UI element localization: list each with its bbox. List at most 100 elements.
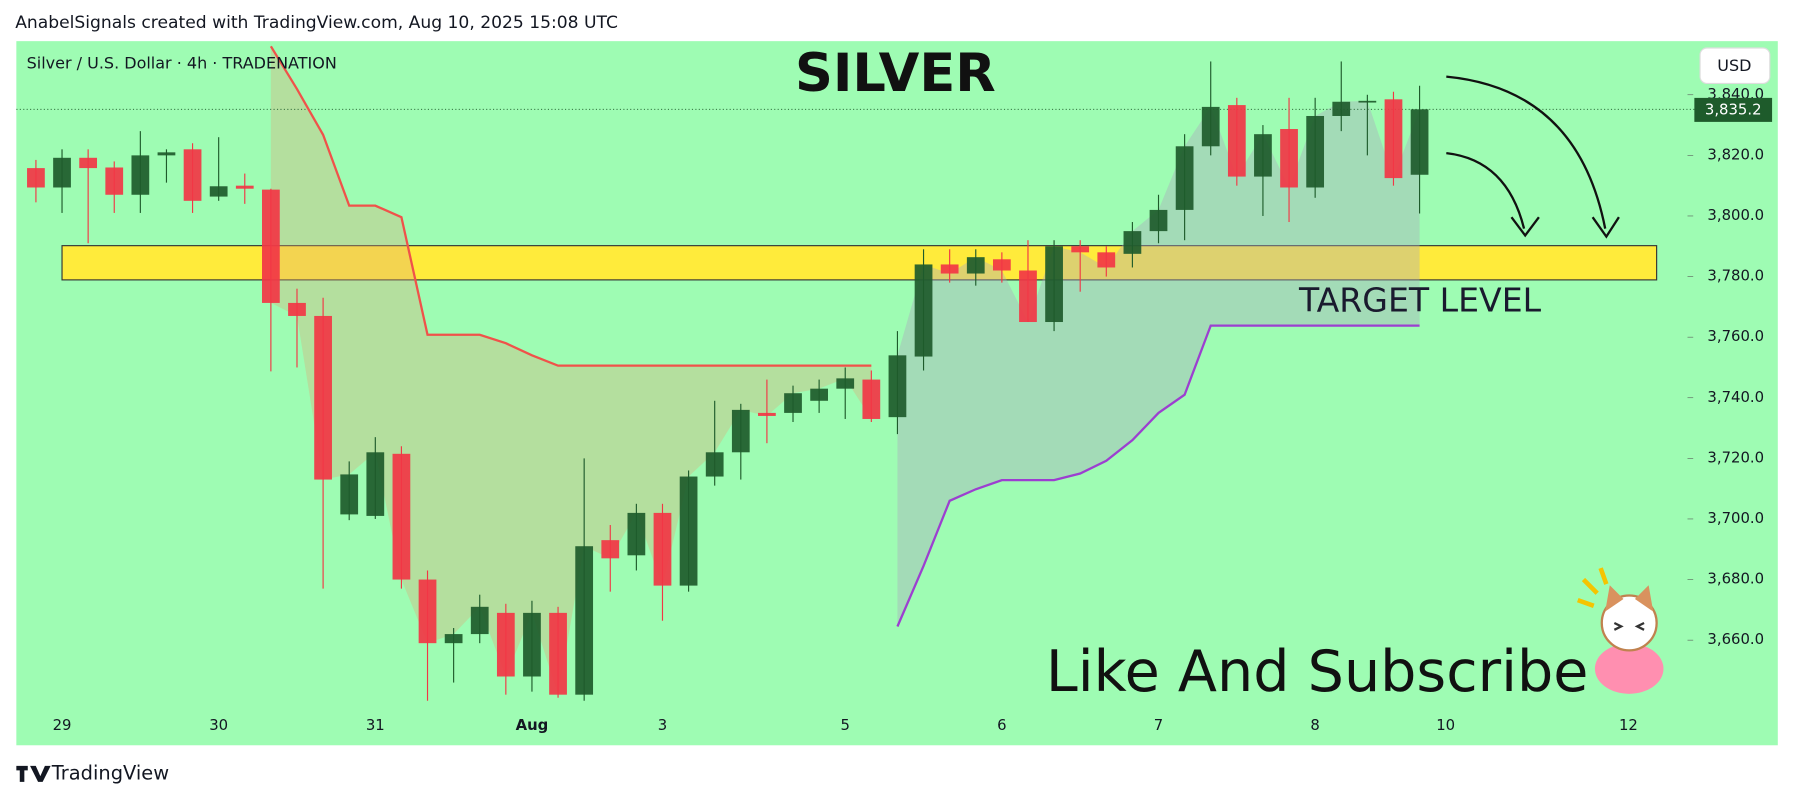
candle-body (53, 157, 71, 188)
candle-body (235, 185, 254, 189)
annotation: TARGET LEVEL (1298, 280, 1542, 319)
indicator-shade (897, 100, 1420, 627)
candle-body (470, 606, 489, 635)
y-tick-label: 3,740.0 (1707, 388, 1764, 406)
target-zone (61, 245, 1658, 281)
candle-body (940, 264, 959, 274)
candle-body (262, 189, 280, 303)
candle-body (1306, 115, 1325, 188)
candle-body (1280, 129, 1298, 188)
candle-body (836, 378, 855, 389)
candle-body (966, 257, 985, 274)
candle-body (366, 452, 385, 516)
back-layer (16, 46, 1695, 695)
x-tick-label: 29 (53, 716, 72, 734)
candle-body (340, 474, 359, 515)
candle-body (314, 315, 332, 480)
logo (16, 765, 51, 782)
candle-body (1175, 146, 1194, 210)
x-tick-label: 6 (997, 716, 1006, 734)
x-tick-label: 12 (1619, 716, 1638, 734)
candle-body (1123, 231, 1142, 254)
y-tick-label: 3,720.0 (1707, 448, 1764, 466)
x-tick-label: 3 (658, 716, 667, 734)
indicator-line (896, 324, 1420, 627)
candle-body (992, 259, 1011, 271)
indicator-line (269, 45, 872, 367)
candle-body (1358, 100, 1377, 103)
candle-body (810, 388, 828, 401)
x-tick-label: 7 (1154, 716, 1163, 734)
candle-body (1227, 105, 1246, 177)
cat-sticker (1576, 567, 1664, 694)
y-tick-label: 3,800.0 (1707, 206, 1764, 224)
candle-body (627, 512, 646, 556)
candle-body (1384, 99, 1403, 179)
candle-body (496, 612, 515, 677)
y-tick-label: 3,760.0 (1707, 327, 1764, 345)
candle-body (1254, 134, 1272, 177)
candle-body (1410, 109, 1429, 175)
currency-box[interactable] (1699, 47, 1771, 85)
candle-body (105, 167, 124, 195)
annotation: Like And Subscribe (1046, 639, 1589, 705)
x-tick-label: 8 (1310, 716, 1319, 734)
candle-body (1071, 246, 1090, 253)
arrow (1446, 152, 1526, 229)
y-tick-label: 3,700.0 (1707, 509, 1764, 527)
candle-body (705, 452, 724, 477)
x-tick-label: Aug (516, 716, 549, 734)
candle-body (1332, 101, 1351, 116)
candle-body (418, 579, 437, 644)
candle-body (27, 168, 45, 188)
candle-body (679, 476, 698, 586)
symbol: Silver / U.S. Dollar · 4h · TRADENATION (27, 54, 337, 73)
candle-body (888, 355, 907, 418)
candle-body (1019, 270, 1037, 323)
header: AnabelSignals created with TradingView.c… (15, 13, 618, 33)
arrow-head (1591, 216, 1620, 239)
candle-body (575, 546, 594, 695)
candle-body (288, 302, 306, 316)
footer: TradingView (51, 761, 169, 784)
candle-body (131, 155, 150, 195)
candle-body (601, 540, 620, 559)
x-tick-label: 31 (366, 716, 385, 734)
front-layer (269, 45, 1664, 694)
candle-body (183, 149, 202, 201)
x-tick-label: 10 (1436, 716, 1455, 734)
arrow (1446, 75, 1607, 229)
candle-body (1045, 246, 1063, 323)
y-tick-label: 3,660.0 (1707, 630, 1764, 648)
marks-layer (27, 61, 1429, 701)
candle-body (549, 612, 567, 695)
candle-body (1097, 252, 1116, 268)
arrow-head (1510, 216, 1540, 238)
candle-body (157, 152, 176, 156)
candle-body (79, 157, 98, 169)
chart-title: SILVER (795, 43, 996, 104)
candle-body (209, 186, 228, 197)
candle-body (653, 512, 672, 586)
candle-body (731, 409, 750, 453)
x-tick-label: 30 (209, 716, 228, 734)
candle-body (523, 612, 541, 677)
y-tick-label: 3,820.0 (1707, 145, 1764, 163)
candle-body (1201, 106, 1220, 147)
y-tick-label: 3,680.0 (1707, 570, 1764, 588)
candle-body (914, 264, 933, 357)
candle-body (392, 453, 411, 580)
last-price-box (1694, 97, 1773, 122)
candle-body (444, 634, 463, 644)
currency[interactable]: USD (1717, 56, 1751, 75)
x-tick-label: 5 (841, 716, 850, 734)
indicator-shade (270, 46, 872, 695)
candle-body (758, 412, 776, 416)
last-price-label: 3,835.2 (1705, 100, 1762, 118)
candle-body (784, 393, 802, 413)
y-tick-label: 3,780.0 (1707, 267, 1764, 285)
candle-body (862, 379, 881, 419)
candle-body (1149, 209, 1168, 232)
